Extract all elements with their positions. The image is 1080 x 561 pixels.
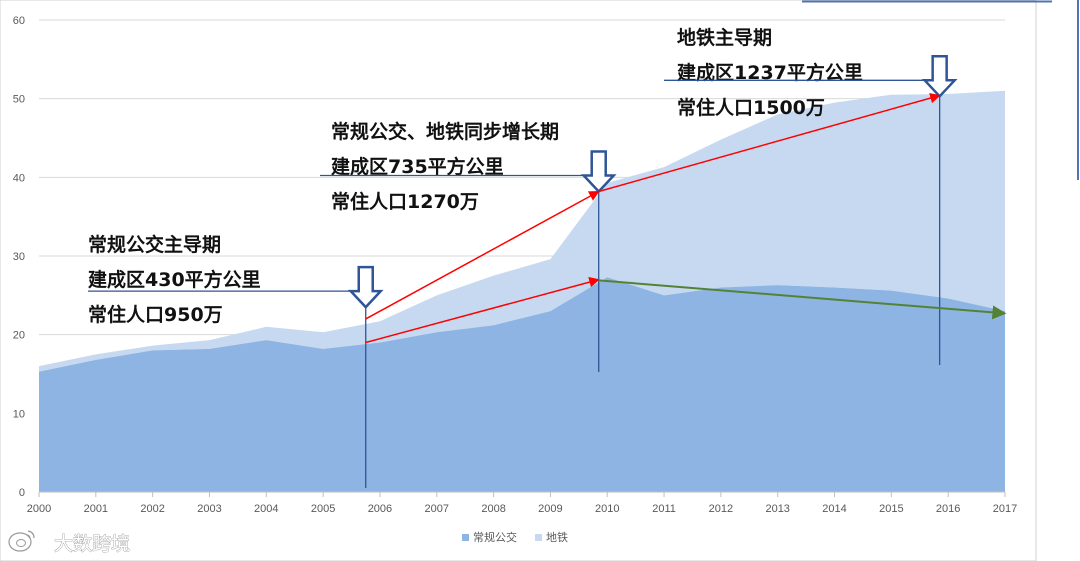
annotation-line: 常规公交主导期 <box>88 233 221 256</box>
chart-border <box>0 0 1037 561</box>
annotation-line: 地铁主导期 <box>677 26 772 49</box>
watermark-text: 大数跨境 <box>54 533 130 555</box>
x-tick-label: 2013 <box>765 503 789 515</box>
x-tick-label: 2004 <box>254 503 278 515</box>
x-tick-label: 2007 <box>425 503 449 515</box>
y-tick-label: 60 <box>13 15 25 27</box>
area-series-2 <box>39 90 1005 372</box>
legend: 常规公交 地铁 <box>462 530 568 544</box>
weibo-logo-icon <box>8 530 35 552</box>
trend-arrow-2 <box>598 93 941 193</box>
trend-arrow-3 <box>365 276 600 344</box>
legend-swatch-2 <box>535 534 542 541</box>
y-tick-label: 50 <box>13 94 25 106</box>
y-tick-label: 0 <box>19 487 25 499</box>
x-tick-label: 2009 <box>538 503 562 515</box>
annotation-line: 建成区430平方公里 <box>88 268 261 291</box>
legend-swatch-1 <box>462 534 469 541</box>
x-tick-label: 2002 <box>140 503 164 515</box>
x-tick-label: 2016 <box>936 503 960 515</box>
hollow-down-arrow-icon <box>347 265 384 309</box>
x-tick-label: 2010 <box>595 503 619 515</box>
y-tick-label: 40 <box>13 172 25 184</box>
legend-label-1: 常规公交 <box>473 530 517 544</box>
x-tick-label: 2008 <box>481 503 505 515</box>
annotation-line: 常住人口1270万 <box>331 190 479 213</box>
annotation-line: 常规公交、地铁同步增长期 <box>331 120 559 143</box>
legend-label-2: 地铁 <box>546 531 568 544</box>
x-tick-label: 2005 <box>311 503 335 515</box>
x-tick-label: 2017 <box>993 503 1017 515</box>
areas <box>39 90 1005 492</box>
annotations: 常规公交主导期建成区430平方公里常住人口950万常规公交、地铁同步增长期建成区… <box>88 26 1007 488</box>
y-tick-label: 20 <box>13 330 25 342</box>
trend-arrow-4 <box>598 279 1007 320</box>
hollow-down-arrow-icon <box>921 55 958 99</box>
annotation-line: 常住人口1500万 <box>677 96 825 119</box>
hollow-down-arrow-icon <box>580 150 617 194</box>
annotation-line: 常住人口950万 <box>88 303 223 326</box>
annotation-line: 建成区735平方公里 <box>331 155 504 178</box>
annotation-line: 建成区1237平方公里 <box>677 61 863 84</box>
x-tick-label: 2012 <box>709 503 733 515</box>
y-tick-label: 10 <box>13 408 25 420</box>
watermark: 大数跨境 <box>8 530 130 555</box>
x-tick-label: 2001 <box>84 503 108 515</box>
x-tick-label: 2011 <box>652 503 676 515</box>
area-series-1 <box>39 277 1005 492</box>
y-tick-label: 30 <box>13 251 25 263</box>
x-tick-label: 2015 <box>879 503 903 515</box>
x-tick-label: 2006 <box>368 503 392 515</box>
x-tick-label: 2003 <box>197 503 221 515</box>
x-tick-label: 2014 <box>822 503 846 515</box>
axes: 0 10 20 30 40 50 60 2000 2001 2002 2003 2004 2005 200… <box>13 15 1017 515</box>
x-tick-label: 2000 <box>27 503 51 515</box>
trend-arrow-1 <box>365 190 600 320</box>
